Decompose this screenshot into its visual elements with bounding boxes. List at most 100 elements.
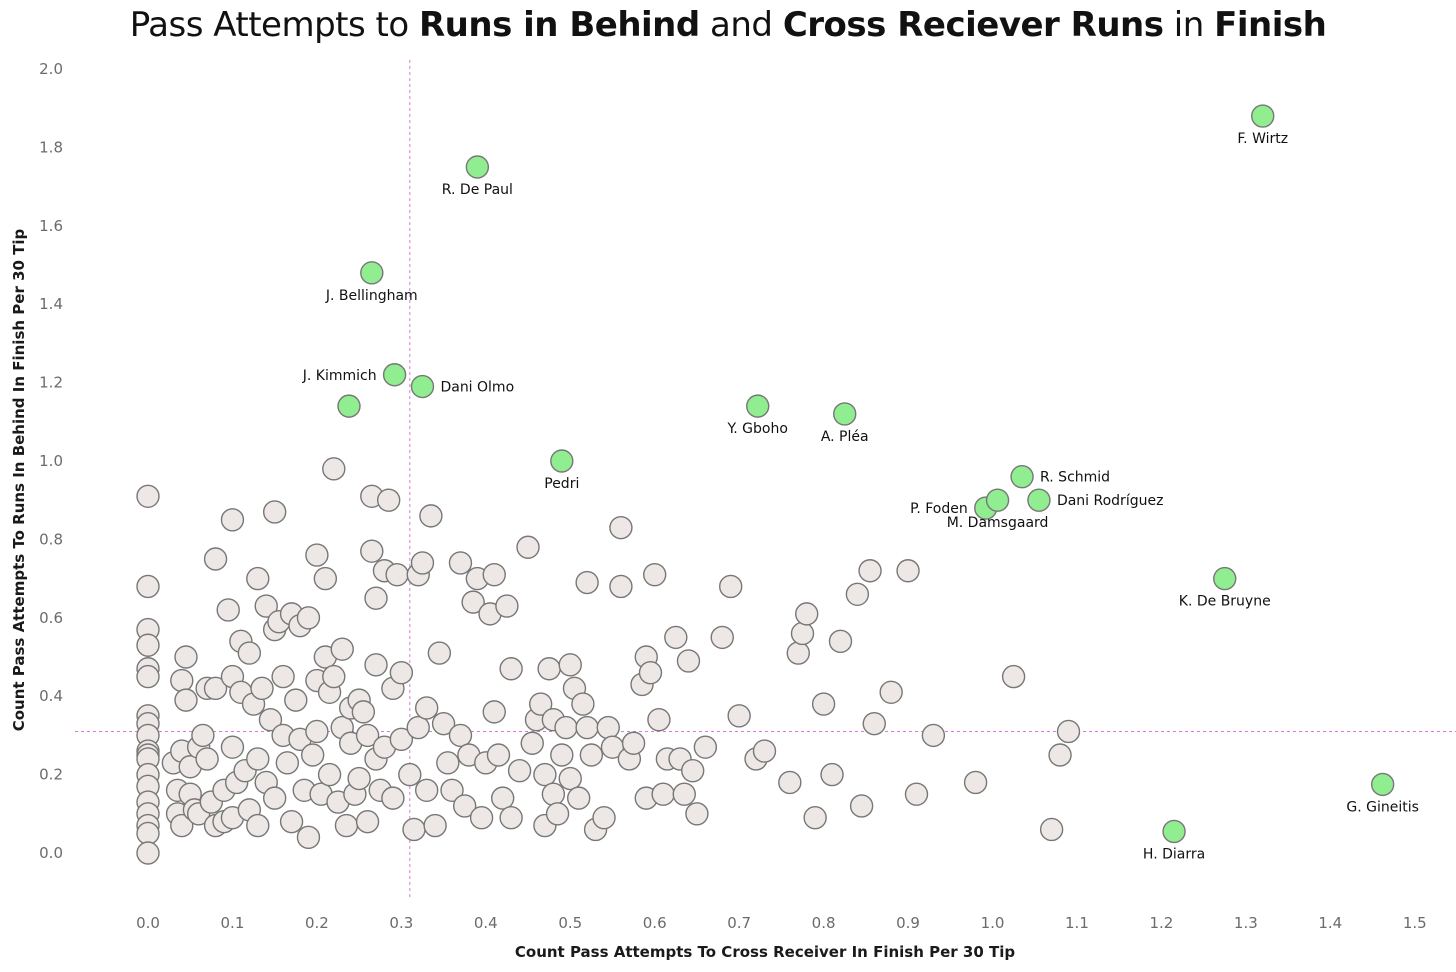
player-label: R. Schmid	[1040, 470, 1110, 486]
player-point	[136, 664, 160, 689]
x-tick-label: 0.8	[812, 914, 836, 932]
player-point	[609, 574, 633, 599]
player-point	[461, 590, 485, 614]
player-point	[170, 813, 194, 838]
player-point	[533, 762, 557, 787]
player-point	[685, 802, 709, 826]
player-point	[448, 551, 473, 575]
player-point	[313, 566, 338, 591]
player-point	[795, 602, 819, 626]
player-point	[351, 700, 376, 724]
player-point	[279, 809, 304, 834]
player-point	[246, 813, 270, 838]
player-point	[592, 806, 616, 830]
player-point	[452, 794, 477, 818]
player-point	[676, 649, 701, 673]
player-point	[250, 676, 274, 701]
x-tick-label: 0.6	[643, 914, 667, 932]
player-point	[921, 723, 946, 748]
title-part: in	[1163, 5, 1215, 45]
highlighted-player-point	[1251, 104, 1275, 128]
player-label: H. Diarra	[1143, 846, 1205, 862]
player-point	[537, 657, 561, 681]
player-point	[410, 551, 435, 575]
player-point	[849, 794, 874, 818]
player-point	[486, 743, 511, 767]
player-point	[431, 711, 456, 736]
player-point	[575, 715, 599, 740]
highlighted-player-point	[1027, 488, 1051, 512]
player-point	[355, 809, 380, 834]
player-point	[651, 782, 675, 806]
player-point	[482, 700, 506, 724]
player-point	[1039, 817, 1064, 842]
highlighted-player-point	[337, 394, 361, 418]
player-point	[643, 562, 667, 587]
player-point	[262, 786, 287, 810]
player-label: A. Pléa	[821, 429, 869, 445]
player-point	[246, 747, 270, 771]
player-point	[575, 570, 599, 595]
title-part: Pass Attempts to	[129, 5, 419, 45]
x-tick-label: 0.2	[305, 914, 329, 932]
highlighted-player-point	[833, 402, 857, 426]
player-point	[904, 782, 929, 806]
title-part: Finish	[1214, 5, 1327, 45]
player-point	[803, 806, 827, 830]
x-tick-label: 1.2	[1149, 914, 1173, 932]
title-part: and	[699, 5, 783, 45]
player-point	[136, 633, 160, 657]
highlighted-players	[337, 104, 1395, 844]
x-axis-label: Count Pass Attempts To Cross Receiver In…	[515, 943, 1015, 961]
player-point	[448, 723, 473, 748]
player-point	[499, 806, 523, 830]
highlighted-player-point	[465, 155, 490, 179]
player-point	[136, 574, 160, 599]
player-point	[727, 704, 751, 728]
player-point	[1056, 719, 1081, 744]
player-point	[469, 806, 494, 830]
player-point	[398, 762, 422, 787]
player-point	[174, 645, 198, 669]
x-tick-label: 1.3	[1234, 914, 1258, 932]
y-tick-label: 1.0	[39, 452, 63, 470]
player-point	[664, 625, 688, 650]
player-point	[423, 813, 447, 838]
y-tick-label: 1.6	[39, 217, 63, 235]
player-point	[220, 508, 245, 532]
y-tick-label: 1.2	[39, 374, 63, 392]
highlighted-player-point	[1010, 464, 1034, 489]
player-point	[436, 751, 460, 775]
player-point	[300, 743, 325, 767]
player-point	[647, 708, 671, 732]
player-point	[262, 500, 287, 524]
x-tick-label: 1.1	[1065, 914, 1089, 932]
player-point	[254, 594, 278, 618]
player-point	[811, 692, 836, 716]
player-point	[136, 484, 160, 508]
player-point	[499, 657, 523, 681]
player-point	[174, 688, 198, 712]
player-point	[558, 766, 582, 791]
x-tick-label: 0.5	[558, 914, 582, 932]
player-point	[507, 758, 532, 783]
player-point	[516, 535, 540, 559]
player-point	[828, 629, 853, 654]
player-point	[385, 562, 409, 587]
player-point	[414, 696, 439, 720]
player-point	[571, 692, 595, 716]
title-part: Runs in Behind	[418, 5, 700, 45]
player-point	[541, 782, 566, 806]
highlighted-player-point	[1370, 772, 1395, 797]
reference-lines	[75, 60, 1456, 900]
player-point	[554, 715, 578, 740]
player-point	[550, 743, 574, 767]
player-point	[322, 664, 346, 689]
player-point	[693, 735, 718, 759]
player-point	[862, 711, 886, 736]
highlighted-player-point	[1162, 819, 1186, 844]
y-tick-label: 1.8	[39, 138, 63, 156]
player-point	[381, 786, 405, 810]
player-point	[579, 743, 604, 767]
